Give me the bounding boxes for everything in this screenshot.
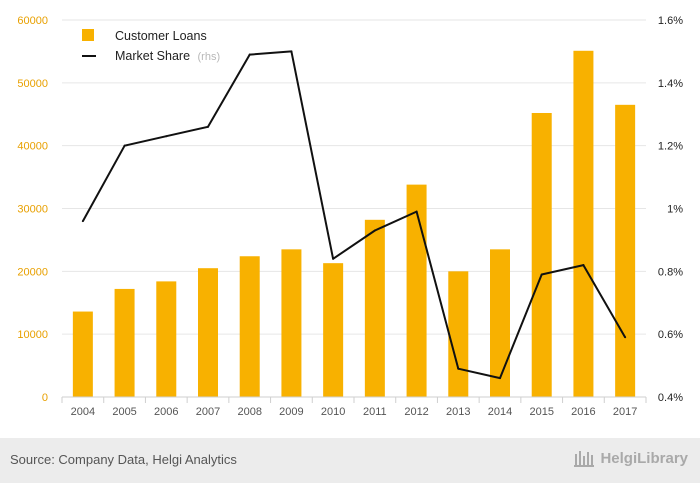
left-tick-label: 20000	[17, 266, 48, 278]
market-share-point	[373, 229, 376, 232]
legend-label-customer-loans: Customer Loans	[115, 29, 207, 43]
legend-label-market-share: Market Share (rhs)	[115, 49, 220, 63]
x-tick-label: 2006	[154, 406, 178, 418]
market-share-point	[207, 125, 209, 128]
market-share-point	[624, 336, 627, 339]
bar	[490, 249, 510, 397]
market-share-point	[165, 135, 168, 138]
left-tick-label: 50000	[17, 78, 48, 90]
x-axis: 2004 2005 2006 2007 2008 2009 2010 2011 2012 2013…	[61, 396, 647, 418]
brand-name: HelgiLibrary	[600, 449, 688, 467]
bar	[531, 112, 552, 397]
left-tick-label: 60000	[17, 15, 48, 27]
market-share-point	[290, 50, 293, 53]
x-tick-label: 2012	[404, 406, 428, 418]
x-tick-label: 2013	[446, 406, 470, 418]
right-tick-label: 1.2%	[658, 141, 683, 153]
legend-swatch-customer-loans	[82, 29, 94, 41]
x-tick-label: 2011	[363, 406, 387, 418]
gridlines	[62, 19, 646, 398]
right-tick-label: 0.4%	[658, 392, 683, 404]
bar	[364, 219, 385, 397]
x-tick-label: 2017	[613, 406, 637, 418]
bar	[573, 50, 594, 398]
market-share-point	[81, 220, 84, 223]
bar	[281, 249, 302, 397]
bar	[156, 281, 177, 397]
market-share-point	[540, 273, 543, 276]
right-tick-label: 0.6%	[658, 329, 683, 341]
x-tick-label: 2009	[279, 406, 303, 418]
bar	[615, 104, 636, 397]
bar	[72, 311, 93, 397]
market-share-point	[582, 264, 585, 267]
line-series	[81, 50, 627, 380]
bar	[406, 184, 427, 397]
bar	[448, 271, 469, 397]
market-share-point	[499, 377, 501, 380]
library-building-icon	[574, 451, 595, 467]
market-share-point	[457, 367, 460, 370]
bar-series	[72, 50, 636, 398]
brand-logo: HelgiLibrary	[573, 448, 688, 468]
bar	[198, 268, 218, 397]
source-note: Source: Company Data, Helgi Analytics	[10, 452, 237, 467]
market-share-point	[332, 257, 335, 260]
x-tick-label: 2014	[488, 406, 512, 418]
footer: Source: Company Data, Helgi Analytics He…	[0, 438, 700, 483]
right-tick-label: 0.8%	[658, 266, 683, 278]
right-tick-label: 1.4%	[658, 78, 683, 90]
bar	[239, 256, 260, 397]
left-tick-label: 40000	[17, 141, 48, 153]
left-axis-ticks: 0 10000 20000 30000 40000 50000 60000	[17, 15, 48, 404]
market-share-point	[248, 53, 251, 56]
x-tick-label: 2015	[529, 406, 553, 418]
market-share-point	[123, 144, 126, 147]
legend: Customer Loans Market Share (rhs)	[82, 29, 220, 63]
x-tick-label: 2008	[237, 406, 261, 418]
right-tick-label: 1%	[667, 204, 683, 216]
x-tick-label: 2010	[321, 406, 345, 418]
left-tick-label: 30000	[17, 204, 48, 216]
left-tick-label: 0	[42, 392, 48, 404]
x-tick-label: 2007	[196, 406, 220, 418]
right-axis-ticks: 0.4% 0.6% 0.8% 1% 1.2% 1.4% 1.6%	[658, 15, 683, 404]
legend-market-share-name: Market Share	[115, 49, 190, 63]
market-share-point	[415, 210, 418, 213]
x-tick-label: 2016	[571, 406, 595, 418]
x-tick-label: 2004	[71, 406, 95, 418]
x-tick-label: 2005	[112, 406, 136, 418]
legend-market-share-suffix: (rhs)	[198, 51, 221, 63]
bar	[114, 288, 135, 397]
left-tick-label: 10000	[17, 329, 48, 341]
bar	[323, 263, 344, 397]
market-share-line	[82, 50, 626, 380]
chart: 0 10000 20000 30000 40000 50000 60000 0.4% 0.6%…	[17, 15, 683, 418]
right-tick-label: 1.6%	[658, 15, 683, 27]
